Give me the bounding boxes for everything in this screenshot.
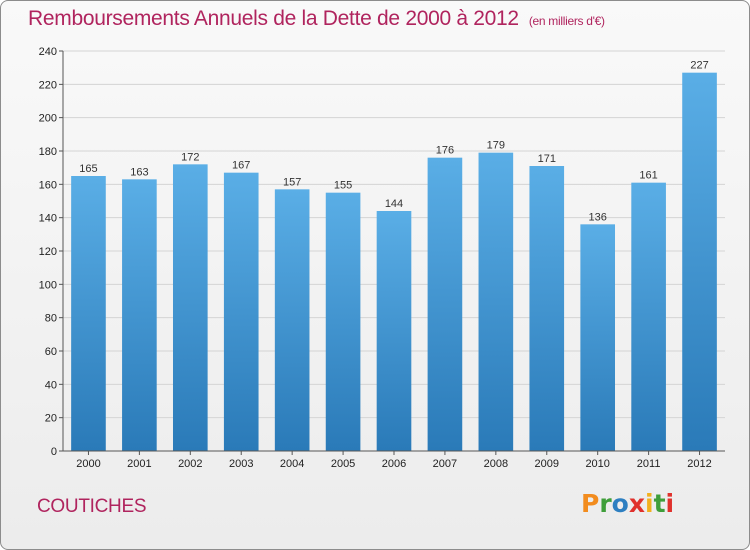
bar-2012 xyxy=(682,72,717,452)
logo-letter: t xyxy=(653,489,666,518)
x-tick-label-2006: 2006 xyxy=(382,458,406,470)
y-tick-label: 240 xyxy=(39,46,57,58)
chart-subtitle: (en milliers d'€) xyxy=(528,14,605,28)
y-tick-label: 0 xyxy=(51,446,57,458)
data-label-2003: 167 xyxy=(232,160,250,172)
logo-letter: o xyxy=(611,489,629,518)
x-tick-label-2005: 2005 xyxy=(331,458,355,470)
y-tick-label: 80 xyxy=(45,313,57,325)
bar-2011 xyxy=(631,182,666,451)
chart-title-text: Remboursements Annuels de la Dette de 20… xyxy=(28,7,519,30)
x-tick-label-2001: 2001 xyxy=(127,458,151,470)
x-tick-label-2003: 2003 xyxy=(229,458,253,470)
x-tick-label-2004: 2004 xyxy=(280,458,304,470)
data-label-2004: 157 xyxy=(283,176,301,188)
bar-2010 xyxy=(580,224,616,451)
commune-name: COUTICHES xyxy=(37,496,147,517)
data-label-2000: 165 xyxy=(79,163,97,175)
bar-2003 xyxy=(223,172,259,451)
data-label-2006: 144 xyxy=(385,198,403,210)
x-tick-label-2012: 2012 xyxy=(687,458,711,470)
logo-letter: x xyxy=(628,489,645,518)
x-tick-label-2011: 2011 xyxy=(637,458,661,470)
data-label-2010: 136 xyxy=(589,211,607,223)
y-tick-label: 60 xyxy=(45,346,57,358)
y-tick-label: 160 xyxy=(39,179,57,191)
y-tick-label: 200 xyxy=(39,113,57,125)
data-label-2002: 172 xyxy=(181,151,199,163)
bar-2008 xyxy=(478,152,514,451)
y-tick-label: 100 xyxy=(39,279,57,291)
data-label-2012: 227 xyxy=(690,60,708,72)
data-label-2009: 171 xyxy=(538,153,556,165)
bar-2004 xyxy=(274,189,310,452)
bar-2000 xyxy=(71,176,106,451)
x-tick-label-2008: 2008 xyxy=(484,458,508,470)
data-label-2011: 161 xyxy=(639,170,657,182)
data-label-2001: 163 xyxy=(130,166,148,178)
bar-2006 xyxy=(376,211,412,451)
logo-letter: i xyxy=(645,489,654,518)
data-label-2007: 176 xyxy=(436,145,454,157)
bar-2002 xyxy=(172,164,208,452)
logo-letter: r xyxy=(599,489,612,518)
logo-letter: P xyxy=(581,489,600,518)
x-tick-label-2007: 2007 xyxy=(433,458,457,470)
y-tick-label: 140 xyxy=(39,213,57,225)
x-tick-label-2002: 2002 xyxy=(178,458,202,470)
x-tick-label-2010: 2010 xyxy=(585,458,609,470)
proxiti-logo: Proxiti xyxy=(581,489,674,518)
y-tick-label: 220 xyxy=(39,79,57,91)
x-tick-label-2009: 2009 xyxy=(535,458,559,470)
bar-2005 xyxy=(325,192,361,451)
data-label-2005: 155 xyxy=(334,180,352,192)
x-tick-label-2000: 2000 xyxy=(76,458,100,470)
data-label-2008: 179 xyxy=(487,140,505,152)
y-tick-label: 180 xyxy=(39,146,57,158)
bar-2009 xyxy=(529,166,565,451)
y-tick-label: 120 xyxy=(39,246,57,258)
bar-2007 xyxy=(427,157,463,451)
y-tick-label: 20 xyxy=(45,413,57,425)
bar-2001 xyxy=(122,179,157,452)
chart-title: Remboursements Annuels de la Dette de 20… xyxy=(28,7,605,31)
y-tick-label: 40 xyxy=(45,379,57,391)
logo-letter: i xyxy=(665,489,675,518)
